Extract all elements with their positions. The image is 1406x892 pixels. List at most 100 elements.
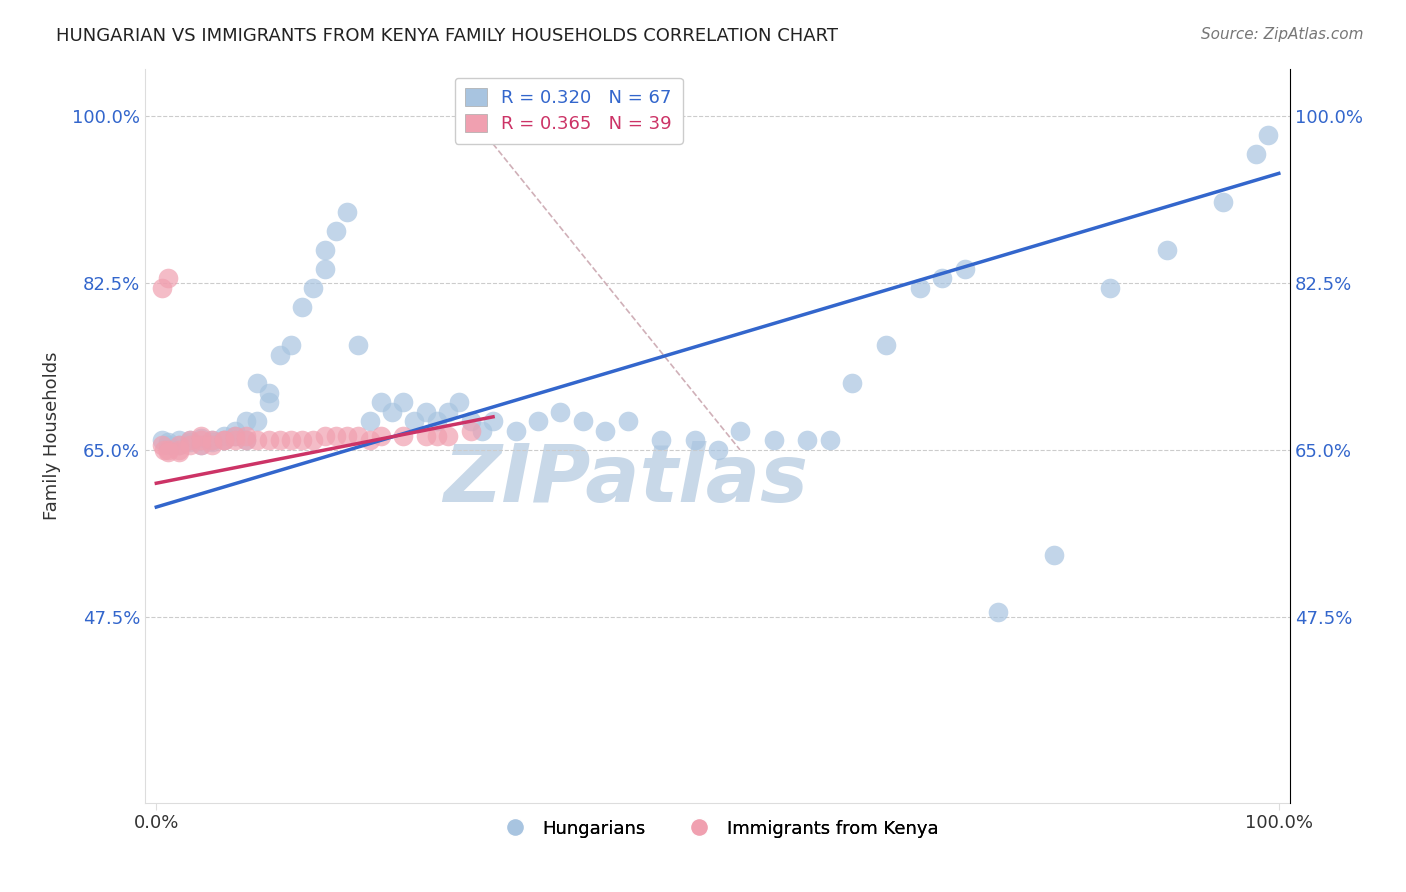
Legend: Hungarians, Immigrants from Kenya: Hungarians, Immigrants from Kenya [489,813,945,845]
Point [212,434,235,448]
Point [201,438,224,452]
Point [150,281,173,295]
Point [153,442,176,457]
Point [706,442,728,457]
Point [201,435,224,450]
Point [841,376,863,391]
Point [190,438,212,452]
Point [302,434,325,448]
Point [1156,243,1178,257]
Point [246,434,269,448]
Point [190,431,212,445]
Y-axis label: Family Households: Family Households [44,351,60,520]
Point [156,438,179,452]
Point [212,428,235,442]
Point [953,261,976,276]
Point [224,428,246,442]
Point [156,271,179,285]
Point [426,428,449,442]
Point [179,435,201,450]
Point [616,414,638,428]
Point [728,424,751,438]
Point [818,434,841,448]
Point [482,414,505,428]
Point [224,428,246,442]
Point [224,434,246,448]
Point [235,428,257,442]
Point [156,444,179,458]
Point [179,438,201,452]
Point [1099,281,1122,295]
Point [257,385,280,400]
Point [150,438,173,452]
Point [392,428,415,442]
Point [150,434,173,448]
Point [190,434,212,448]
Point [449,395,471,409]
Point [291,434,314,448]
Point [325,224,347,238]
Point [347,428,370,442]
Point [370,428,392,442]
Point [875,338,897,352]
Point [505,424,527,438]
Point [437,405,460,419]
Point [257,395,280,409]
Point [190,438,212,452]
Point [314,428,336,442]
Point [167,438,190,452]
Point [235,434,257,448]
Point [1257,128,1279,143]
Point [437,428,460,442]
Point [908,281,931,295]
Point [987,605,1010,619]
Point [359,414,381,428]
Point [156,442,179,457]
Point [415,428,437,442]
Point [650,434,672,448]
Point [471,424,494,438]
Point [314,261,336,276]
Point [325,428,347,442]
Point [280,434,302,448]
Point [179,434,201,448]
Point [246,376,269,391]
Point [167,434,190,448]
Text: Source: ZipAtlas.com: Source: ZipAtlas.com [1201,27,1364,42]
Text: ZIPatlas: ZIPatlas [443,441,808,518]
Point [595,424,617,438]
Point [235,414,257,428]
Point [167,444,190,458]
Point [269,434,291,448]
Point [336,204,359,219]
Point [280,338,302,352]
Point [269,347,291,361]
Point [415,405,437,419]
Point [460,424,482,438]
Point [179,434,201,448]
Point [201,434,224,448]
Point [224,424,246,438]
Point [212,434,235,448]
Point [404,414,426,428]
Point [156,435,179,450]
Point [201,434,224,448]
Point [167,438,190,452]
Point [381,405,404,419]
Point [336,428,359,442]
Point [426,414,449,428]
Point [931,271,953,285]
Point [1246,147,1268,161]
Point [190,428,212,442]
Point [257,434,280,448]
Point [1212,194,1234,209]
Point [167,442,190,457]
Point [291,300,314,314]
Point [1043,548,1066,562]
Point [235,434,257,448]
Point [796,434,818,448]
Point [683,434,706,448]
Point [246,414,269,428]
Point [550,405,572,419]
Point [392,395,415,409]
